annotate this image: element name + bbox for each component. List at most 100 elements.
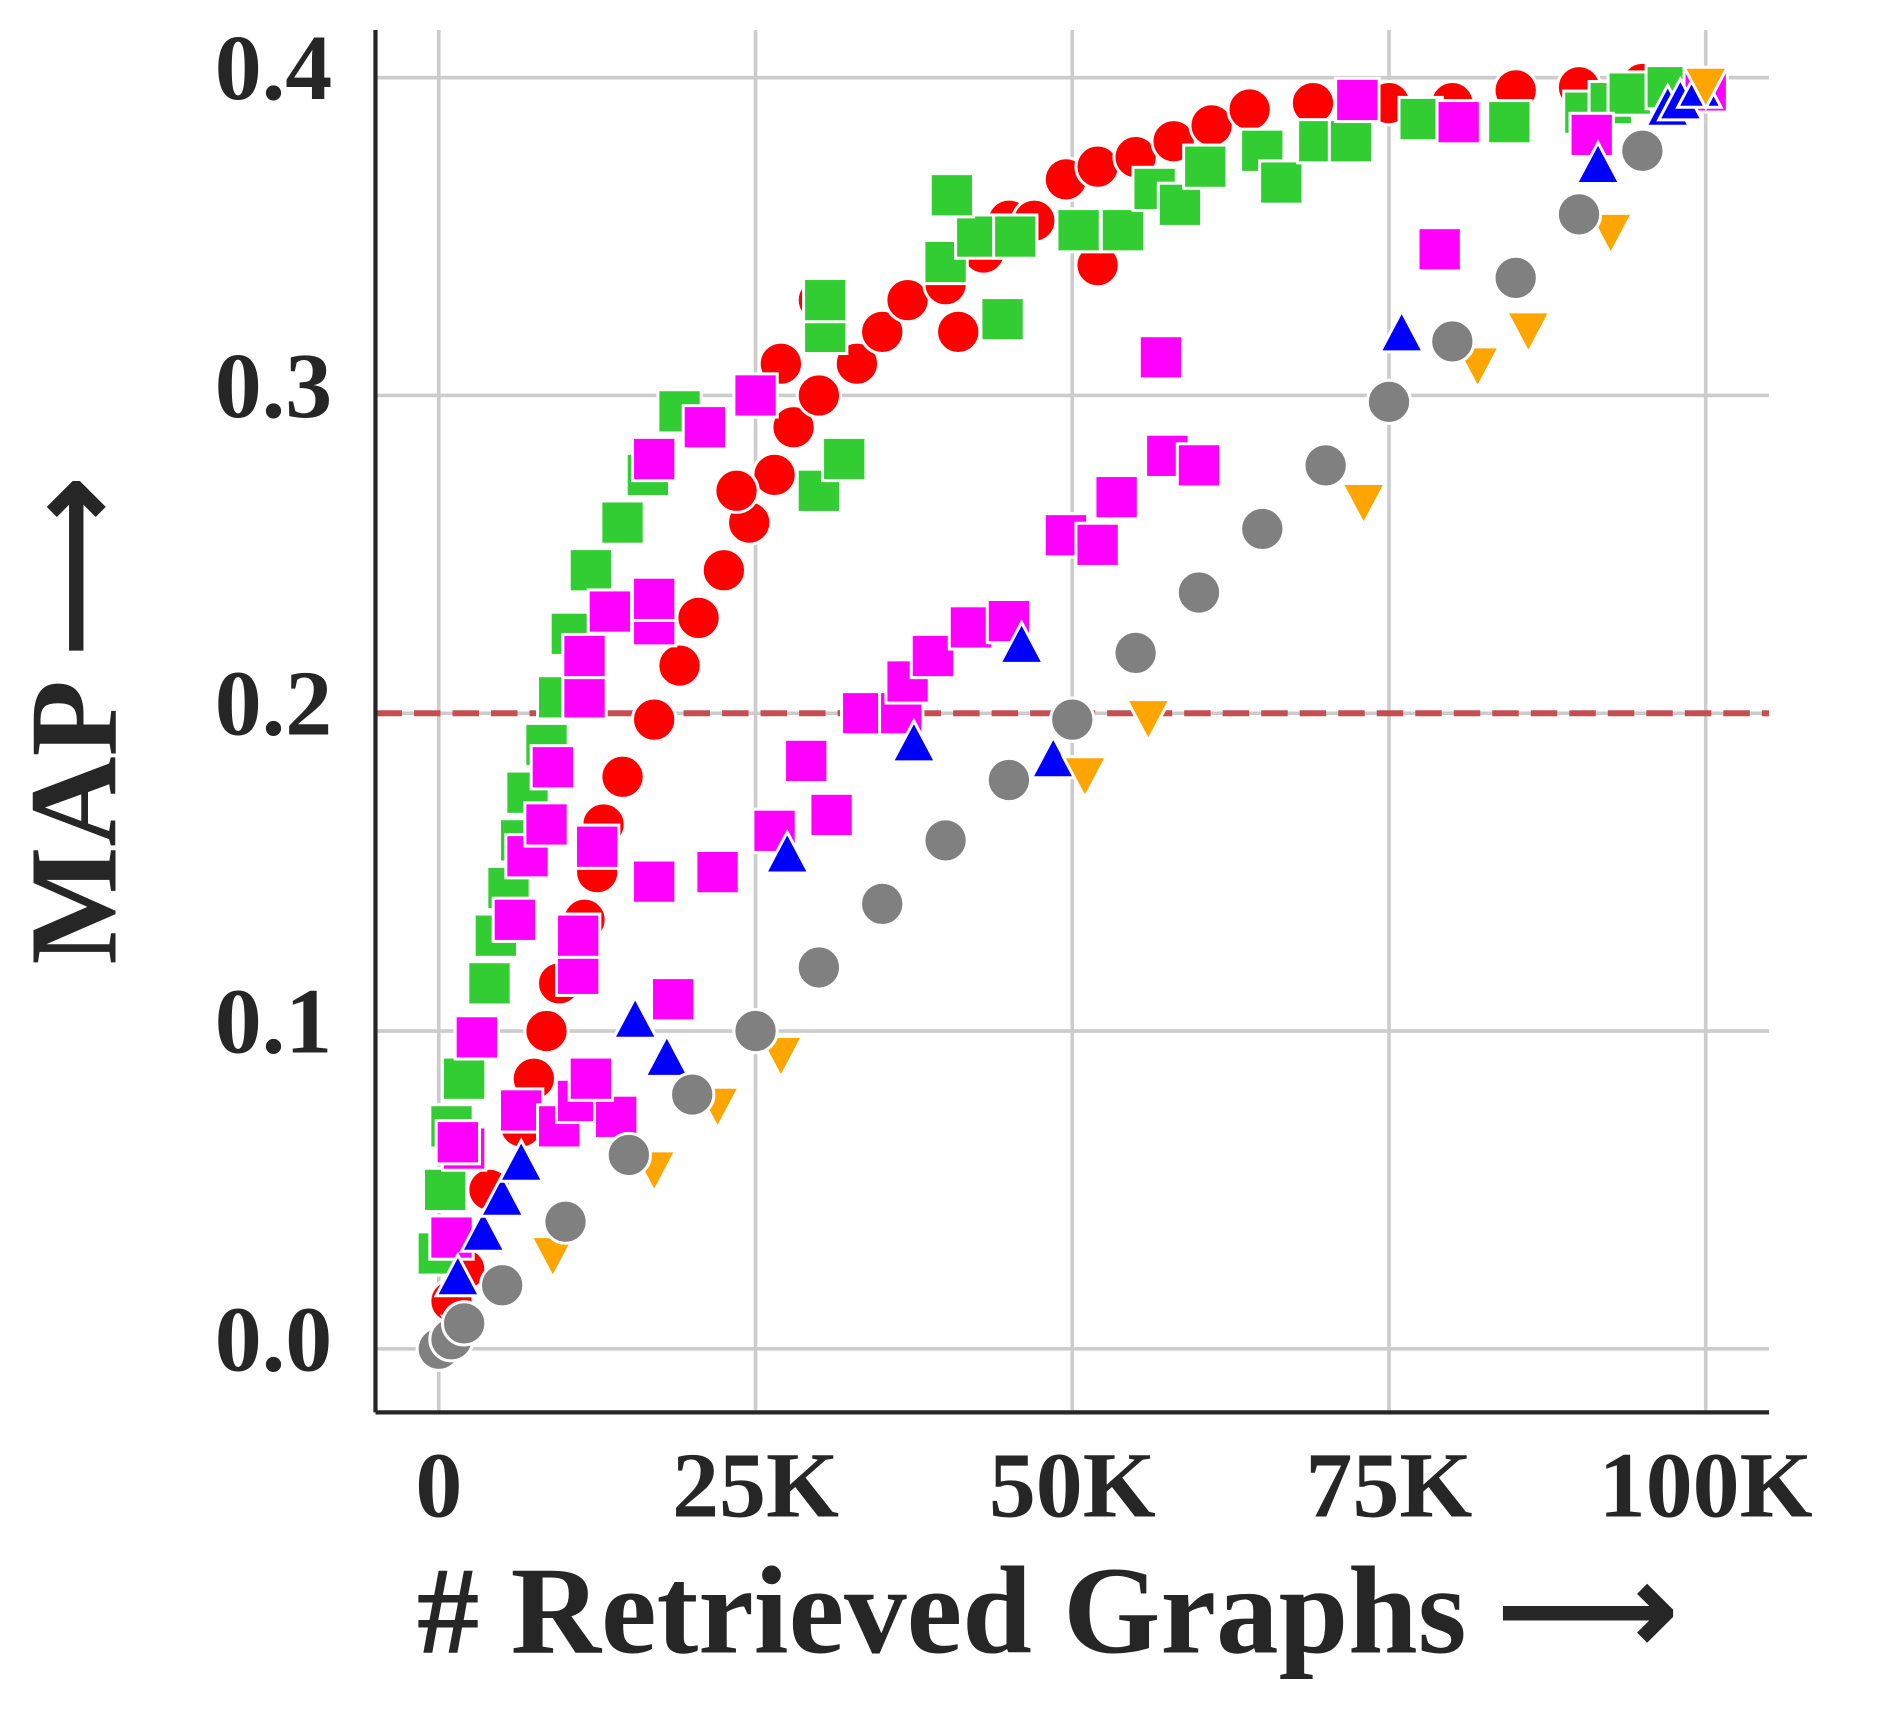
x-tick-label: 0 [415,1434,462,1538]
y-tick-label: 0.1 [215,970,332,1074]
point [795,944,843,991]
x-axis-label: # Retrieved Graphs ⟶ [417,1542,1677,1680]
point [1365,378,1413,425]
point [675,594,722,642]
y-tick-label: 0.0 [215,1287,332,1391]
point [1074,143,1121,190]
point [611,994,660,1040]
point [631,696,678,743]
point [497,1137,546,1183]
point [1055,207,1102,254]
point [478,1262,526,1309]
y-tick-label: 0.4 [215,16,332,120]
point [523,801,570,848]
point [1226,86,1273,133]
x-tick-label: 75K [1306,1434,1473,1538]
point [523,1007,570,1055]
point [1239,505,1286,553]
point [555,950,602,997]
x-tick-label: 50K [989,1434,1156,1538]
point [997,619,1046,665]
point [574,823,621,870]
point [478,1172,527,1218]
point [1302,442,1349,489]
point [979,296,1026,343]
point [434,1119,481,1166]
x-tick-label: 25K [672,1434,839,1538]
point [1429,318,1476,365]
y-tick-label: 0.2 [215,652,332,756]
point [421,1166,469,1214]
point [1327,118,1375,165]
point [985,756,1033,804]
point [1377,307,1426,354]
point [1334,76,1381,124]
point [656,642,703,689]
point [642,1032,692,1078]
point [821,435,868,483]
y-tick-label: 0.3 [215,334,332,438]
point [763,829,812,875]
point [1099,207,1147,254]
point [529,744,577,791]
point [599,499,646,546]
point [586,588,634,635]
point [567,1055,615,1102]
point [922,817,969,864]
point [593,1093,640,1140]
point [669,1071,716,1118]
point [542,1198,589,1245]
point [1606,70,1653,117]
point [795,372,843,419]
y-axis-label: MAP ⟶ [5,477,143,965]
point [700,547,748,594]
point [631,435,678,483]
point [732,1007,779,1055]
point [1339,482,1388,528]
point [1182,143,1229,190]
point [650,976,697,1023]
point [1619,127,1666,174]
point [631,858,678,905]
point [889,717,939,764]
point [1175,442,1223,489]
point [1504,310,1553,356]
point [859,308,906,356]
point [440,1300,488,1347]
point [605,1131,653,1179]
x-tick-label: 100K [1599,1434,1813,1538]
point [1681,65,1730,112]
point [1258,159,1305,206]
point [935,308,982,356]
point [459,1207,508,1253]
point [1137,334,1185,381]
point [599,753,646,800]
point [1435,99,1482,146]
point [453,1014,500,1061]
point [561,632,608,680]
plot-area [375,30,1770,1413]
point [1486,99,1533,146]
point [909,632,957,680]
point [1492,254,1539,302]
point [1156,181,1204,228]
point [681,404,729,451]
point [992,213,1039,260]
point [808,791,855,839]
point [631,575,678,622]
point [802,277,849,324]
point [1049,696,1096,743]
point [1175,569,1223,616]
point [694,849,741,896]
point [859,880,906,928]
point [1074,521,1121,568]
point [770,404,817,451]
point [555,912,602,959]
point [1555,191,1603,238]
point [1093,474,1140,521]
point [567,547,615,594]
point [713,467,760,514]
point [1416,226,1463,273]
